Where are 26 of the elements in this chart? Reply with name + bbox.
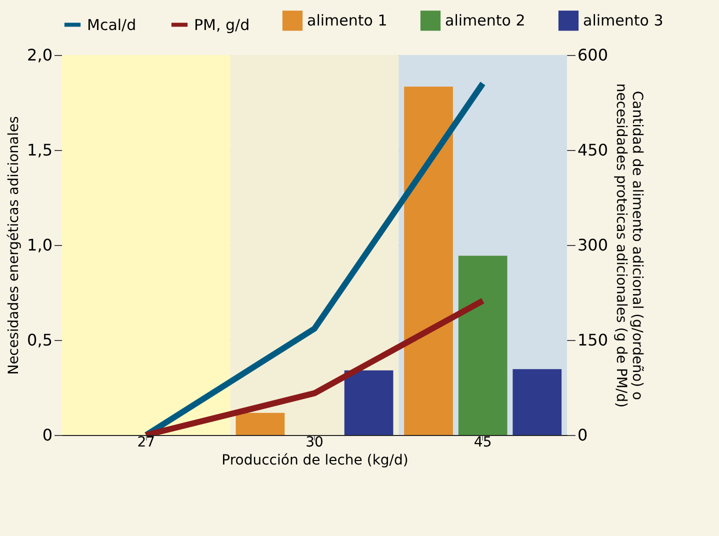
legend-label: Mcal/d bbox=[87, 16, 136, 34]
legend-label: alimento 1 bbox=[307, 12, 388, 30]
y2-tick-label: 600 bbox=[578, 46, 608, 64]
y-axis-title: Necesidades energéticas adicionales bbox=[6, 116, 22, 375]
y2-tick-label: 0 bbox=[578, 426, 588, 444]
y2-tick-label: 150 bbox=[578, 330, 608, 350]
bar bbox=[344, 370, 394, 435]
bar bbox=[458, 256, 508, 435]
y-tick-label: 2,0 bbox=[27, 46, 52, 64]
bar bbox=[404, 86, 453, 435]
y-tick-label: 1,0 bbox=[27, 236, 52, 254]
y-tick-label: 1,5 bbox=[27, 140, 52, 160]
x-tick-label: 27 bbox=[137, 434, 156, 450]
y2-tick-label: 300 bbox=[578, 236, 608, 254]
bar bbox=[236, 412, 285, 435]
legend-label: PM, g/d bbox=[194, 16, 250, 34]
y2-axis-title: Cantidad de alimento adicional (g/ordeño) o necesidades proteicas adicionales (g de PM/d) bbox=[613, 83, 646, 408]
x-tick-label: 30 bbox=[306, 434, 324, 450]
y2-tick-label: 450 bbox=[578, 140, 608, 160]
x-tick-label: 45 bbox=[474, 434, 492, 450]
y-tick-label: 0 bbox=[42, 426, 52, 444]
bar bbox=[512, 369, 562, 435]
legend-label: alimento 3 bbox=[583, 12, 664, 30]
x-axis-title: Producción de leche (kg/d) bbox=[222, 452, 408, 468]
legend-label: alimento 2 bbox=[445, 12, 526, 30]
y-tick-label: 0,5 bbox=[27, 330, 52, 350]
